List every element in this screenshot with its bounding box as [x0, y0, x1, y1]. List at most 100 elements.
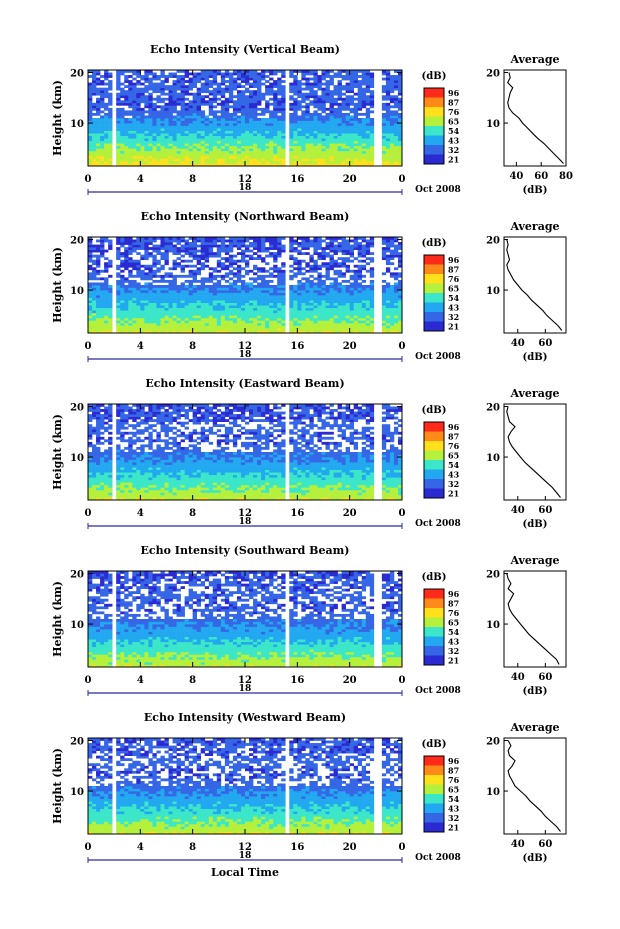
heatmap-cell [208, 312, 214, 316]
heatmap-cell [184, 138, 189, 142]
heatmap-cell [357, 148, 363, 152]
colorbar-tick-label: 21 [448, 154, 459, 164]
heatmap-cell [204, 320, 210, 324]
heatmap-cell [156, 267, 161, 271]
heatmap-cell [92, 160, 97, 164]
heatmap-cell [361, 160, 367, 164]
heatmap-cell [236, 123, 242, 126]
heatmap-cell [369, 252, 375, 255]
heatmap-cell [136, 148, 141, 152]
heatmap-cell [224, 75, 230, 78]
heatmap-cell [124, 150, 129, 154]
heatmap-cell [228, 310, 234, 314]
heatmap-cell [220, 123, 226, 126]
heatmap-cell [220, 72, 226, 76]
heatmap-cell [92, 320, 97, 324]
heatmap-cell [341, 317, 346, 321]
heatmap-cell [253, 153, 258, 157]
heatmap-cell [369, 105, 375, 109]
heatmap-cell [337, 244, 342, 248]
heatmap-cell [281, 155, 286, 159]
heatmap-cell [172, 87, 177, 91]
heatmap-cell [273, 123, 278, 126]
heatmap-cell [313, 277, 318, 281]
heatmap-cell [168, 325, 173, 329]
heatmap-cell [245, 140, 250, 144]
heatmap-cell [361, 135, 367, 139]
heatmap-cell [140, 118, 145, 121]
heatmap-cell [92, 317, 97, 321]
heatmap-cell [176, 150, 181, 154]
heatmap-cell [96, 140, 101, 144]
heatmap-cell [333, 264, 338, 268]
heatmap-cell [385, 95, 391, 99]
heatmap-cell [365, 85, 371, 88]
heatmap-cell [305, 277, 310, 281]
heatmap-cell [393, 252, 399, 255]
heatmap-cell [108, 133, 113, 136]
heatmap-cell [393, 82, 399, 86]
heatmap-cell [301, 315, 306, 319]
heatmap-cell [176, 110, 181, 114]
heatmap-cell [160, 112, 165, 116]
heatmap-cell [313, 300, 318, 303]
panel-title: Echo Intensity (Northward Beam) [141, 210, 350, 223]
heatmap-cell [329, 282, 334, 286]
heatmap-cell [116, 267, 121, 271]
heatmap-cell [176, 325, 181, 329]
heatmap-cell [313, 128, 318, 131]
heatmap-cell [232, 254, 238, 258]
heatmap-cell [148, 70, 153, 73]
heatmap-cell [325, 163, 330, 167]
heatmap-cell [96, 272, 101, 276]
heatmap-cell [345, 297, 350, 301]
heatmap-cell [200, 123, 206, 126]
heatmap-cell [92, 272, 97, 276]
heatmap-cell [196, 143, 202, 147]
heatmap-cell [381, 153, 387, 157]
heatmap-cell [365, 310, 371, 314]
heatmap-cell [281, 292, 286, 296]
heatmap-cell [369, 269, 375, 273]
heatmap-cell [305, 72, 310, 76]
heatmap-cell [128, 290, 133, 293]
heatmap-cell [148, 135, 153, 139]
heatmap-cell [160, 295, 165, 298]
heatmap-cell [369, 305, 375, 309]
heatmap-cell [365, 77, 371, 81]
heatmap-cell [108, 85, 113, 88]
heatmap-cell [208, 290, 214, 293]
heatmap-cell [353, 302, 359, 306]
heatmap-cell [277, 247, 282, 250]
heatmap-cell [236, 310, 242, 314]
heatmap-cell [369, 257, 375, 261]
heatmap-cell [301, 237, 306, 240]
heatmap-cell [224, 325, 230, 329]
heatmap-cell [317, 302, 322, 306]
heatmap-cell [184, 123, 189, 126]
heatmap-cell [136, 300, 141, 303]
heatmap-cell [305, 120, 310, 124]
heatmap-cell [180, 145, 185, 149]
heatmap-cell [128, 302, 133, 306]
heatmap-cell [345, 130, 350, 134]
heatmap-cell [329, 305, 334, 309]
heatmap-cell [160, 264, 165, 268]
heatmap-cell [184, 252, 189, 255]
heatmap-cell [365, 128, 371, 131]
heatmap-cell [128, 272, 133, 276]
heatmap-cell [144, 252, 149, 255]
heatmap-cell [236, 272, 242, 276]
heatmap-cell [196, 153, 202, 157]
heatmap-cell [172, 287, 177, 291]
heatmap-cell [345, 145, 350, 149]
heatmap-cell [204, 247, 210, 250]
heatmap-cell [156, 97, 161, 101]
heatmap-cell [88, 85, 93, 88]
heatmap-cell [341, 264, 346, 268]
heatmap-cell [381, 115, 387, 119]
heatmap-cell [96, 315, 101, 319]
heatmap-cell [261, 239, 266, 243]
heatmap-cell [253, 130, 258, 134]
heatmap-cell [265, 305, 270, 309]
